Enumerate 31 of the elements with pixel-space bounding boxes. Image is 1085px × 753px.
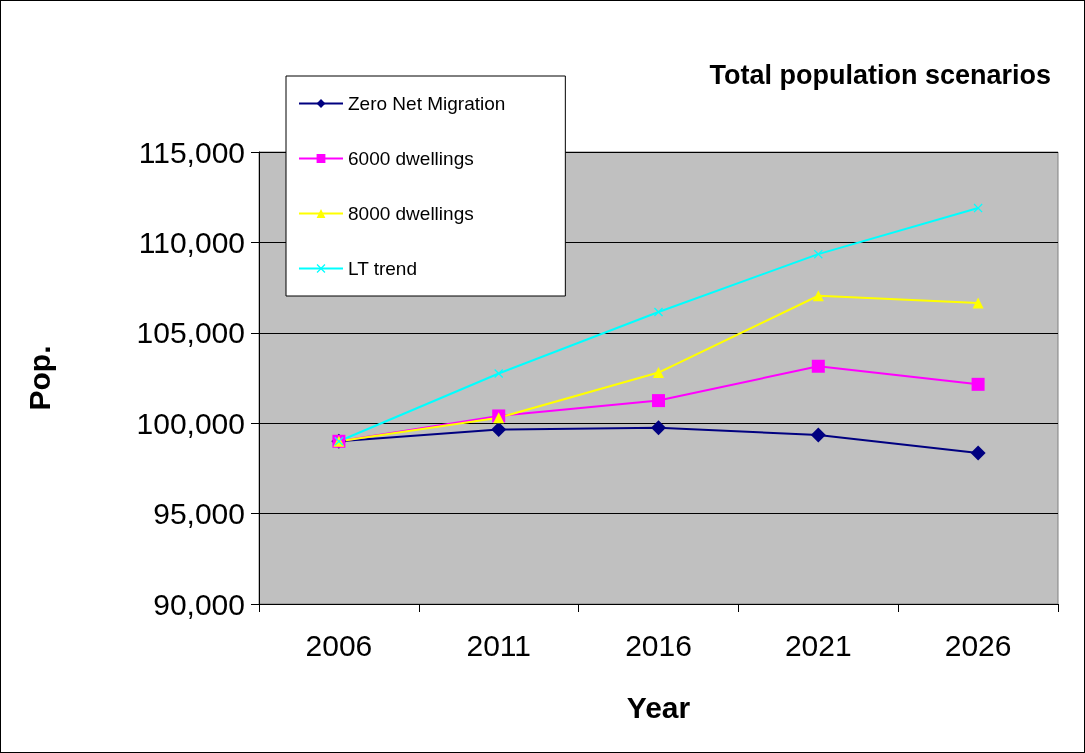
- y-tick-label: 115,000: [138, 135, 245, 169]
- point: [491, 422, 507, 438]
- x-tick-label: 2021: [784, 628, 852, 662]
- point: [971, 377, 985, 391]
- x-tick-label: 2026: [944, 628, 1012, 662]
- point: [970, 445, 986, 461]
- chart-title: Total population scenarios: [709, 59, 1052, 90]
- legend-label: 8000 dwellings: [348, 203, 474, 224]
- point: [811, 359, 825, 373]
- legend-label: 6000 dwellings: [348, 148, 474, 169]
- point: [972, 297, 984, 309]
- x-tick-label: 2006: [305, 628, 373, 662]
- legend-label: Zero Net Migration: [348, 93, 506, 114]
- y-tick-label: 100,000: [136, 406, 245, 440]
- point: [494, 368, 504, 378]
- point: [652, 394, 665, 408]
- point: [653, 367, 664, 379]
- y-tick-label: 110,000: [138, 225, 245, 259]
- y-axis-title: Pop.: [22, 345, 56, 411]
- y-tick-label: 90,000: [153, 587, 245, 621]
- point: [813, 249, 823, 259]
- point: [651, 420, 666, 436]
- point: [654, 307, 663, 317]
- point: [810, 427, 826, 443]
- y-tick-label: 95,000: [153, 497, 245, 531]
- y-tick-label: 105,000: [136, 316, 245, 350]
- point: [812, 290, 824, 302]
- legend-label: LT trend: [348, 258, 418, 279]
- x-axis-title: Year: [626, 690, 691, 724]
- x-tick-label: 2016: [625, 628, 692, 662]
- x-tick-label: 2011: [466, 628, 531, 662]
